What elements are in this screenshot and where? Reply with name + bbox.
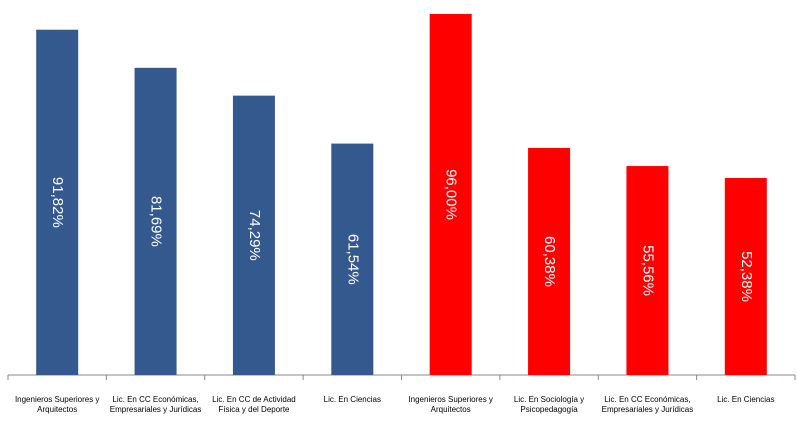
value-label: 61,54% xyxy=(344,234,361,285)
value-label: 52,38% xyxy=(738,251,755,302)
value-label: 81,69% xyxy=(148,196,165,247)
bar xyxy=(331,143,374,375)
x-tick-label: Ingenieros Superiores y Arquitectos xyxy=(14,395,100,414)
bar xyxy=(134,67,177,376)
x-tick-label: Lic. En CC de Actividad Física y del Dep… xyxy=(212,395,296,414)
x-tick-label: Lic. En Ciencias xyxy=(717,395,775,404)
bar xyxy=(626,166,669,375)
bar xyxy=(724,178,767,375)
x-tick-label: Lic. En CC Económicas, Empresariales y J… xyxy=(601,395,694,414)
x-tick-label: Lic. En CC Económicas, Empresariales y J… xyxy=(109,395,202,414)
value-label: 96,00% xyxy=(443,169,460,220)
bar xyxy=(36,29,79,376)
bar xyxy=(528,147,571,375)
x-tick-label: Lic. En Ciencias xyxy=(323,395,381,404)
x-tick-label: Lic. En Sociología y Psicopedagogía xyxy=(513,395,585,414)
bar xyxy=(429,14,472,375)
value-label: 60,38% xyxy=(541,236,558,287)
x-tick-label: Ingenieros Superiores y Arquitectos xyxy=(408,395,493,414)
value-label: 91,82% xyxy=(49,177,66,228)
bar xyxy=(232,95,275,376)
value-label: 74,29% xyxy=(246,210,263,261)
value-label: 55,56% xyxy=(639,245,656,296)
